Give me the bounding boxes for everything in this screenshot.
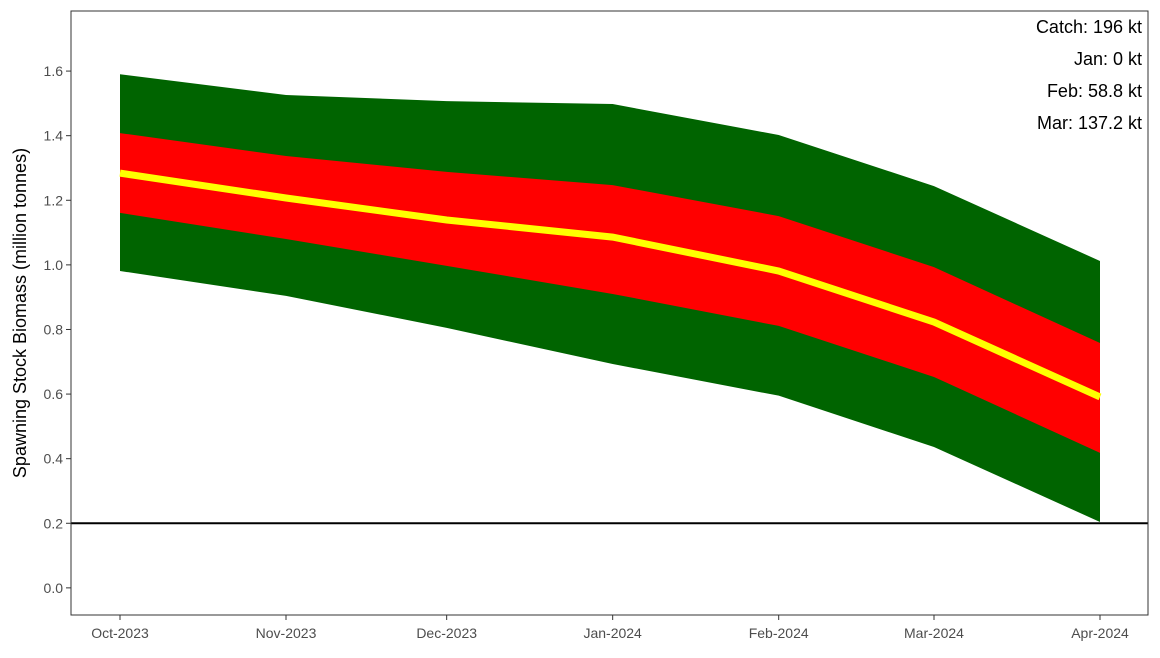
y-tick-label: 0.2 xyxy=(44,515,64,531)
median-line xyxy=(119,169,1102,401)
x-tick-label: Feb-2024 xyxy=(749,625,809,641)
x-tick-label: Apr-2024 xyxy=(1071,625,1129,641)
y-tick-label: 1.2 xyxy=(44,192,64,208)
panel-border xyxy=(70,10,1149,616)
y-tick-label: 0.4 xyxy=(44,451,64,467)
plot-area xyxy=(71,74,1148,525)
annotation-text: Mar: 137.2 kt xyxy=(1037,113,1142,133)
y-tick-label: 0.6 xyxy=(44,386,64,402)
annotation-text: Feb: 58.8 kt xyxy=(1047,81,1142,101)
annotation-text: Catch: 196 kt xyxy=(1036,17,1142,37)
x-tick-label: Jan-2024 xyxy=(583,625,642,641)
y-tick-label: 1.6 xyxy=(44,63,64,79)
x-tick-label: Oct-2023 xyxy=(91,625,149,641)
y-tick-label: 1.0 xyxy=(44,257,64,273)
y-tick-label: 0.8 xyxy=(44,321,64,337)
x-tick-label: Dec-2023 xyxy=(416,625,477,641)
annotations: Catch: 196 kt Jan: 0 kt Feb: 58.8 kt Mar: 1… xyxy=(1036,17,1142,133)
y-tick-label: 1.4 xyxy=(44,128,64,144)
y-tick-label: 0.0 xyxy=(44,580,64,596)
y-axis: 0.0 0.2 0.4 0.6 0.8 1.0 1.2 1.4 1.6 xyxy=(44,63,71,596)
annotation-text: Jan: 0 kt xyxy=(1074,49,1142,69)
x-axis: Oct-2023 Nov-2023 Dec-2023 Jan-2024 Feb-2024… xyxy=(91,615,1129,641)
x-tick-label: Nov-2023 xyxy=(256,625,317,641)
y-axis-label: Spawning Stock Biomass (million tonnes) xyxy=(10,148,30,478)
inner-band xyxy=(120,133,1100,453)
x-tick-label: Mar-2024 xyxy=(904,625,964,641)
